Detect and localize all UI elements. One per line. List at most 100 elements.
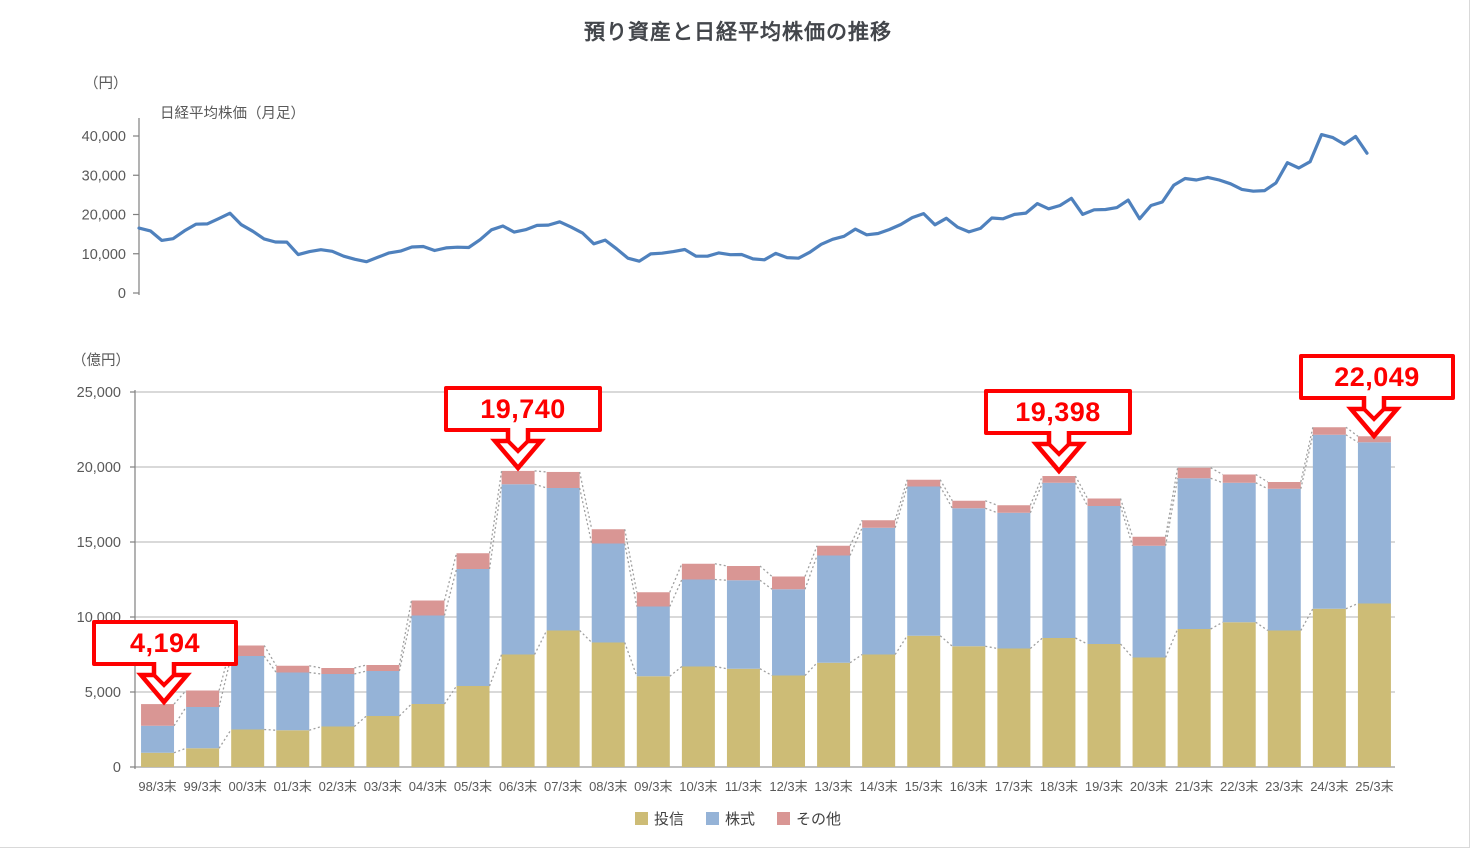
bar-kabushiki [1222,482,1256,623]
bar-kabushiki [546,488,580,631]
bar-kabushiki [952,508,986,647]
bar-kabushiki [1177,478,1211,629]
svg-text:15,000: 15,000 [77,535,121,551]
callout-1998-arrow-icon [136,662,192,706]
svg-text:21/3末: 21/3末 [1175,779,1213,794]
bar-sonota [726,566,760,581]
bar-toushin [321,726,355,767]
bar-toushin [1222,622,1256,767]
svg-text:19/3末: 19/3末 [1085,779,1123,794]
bar-sonota [186,690,220,707]
callout-2006-arrow-icon [490,428,546,472]
svg-text:10,000: 10,000 [82,247,126,263]
svg-text:25/3末: 25/3末 [1355,779,1393,794]
bar-sonota [546,471,580,488]
bar-kabushiki [1312,434,1346,609]
bar-kabushiki [1132,545,1166,658]
callout-2018-arrow-icon [1031,431,1087,475]
bar-sonota [1132,536,1166,546]
bar-kabushiki [456,569,490,686]
svg-text:10/3末: 10/3末 [679,779,717,794]
bar-toushin [501,654,535,767]
bar-kabushiki [726,580,760,669]
bar-kabushiki [681,579,715,667]
svg-text:20,000: 20,000 [82,208,126,224]
bar-sonota [772,576,806,590]
bar-toushin [1042,638,1076,767]
svg-text:25,000: 25,000 [77,385,121,401]
bar-sonota [1357,436,1391,443]
svg-text:99/3末: 99/3末 [183,779,221,794]
bar-kabushiki [231,656,265,730]
bar-kabushiki [366,671,400,716]
bar-kabushiki [321,674,355,727]
bar-kabushiki [411,615,445,704]
bar-sonota [1222,474,1256,483]
svg-text:13/3末: 13/3末 [814,779,852,794]
bar-toushin [952,646,986,767]
callout-1998-value: 4,194 [129,627,201,658]
callout-2018-value: 19,398 [1015,396,1101,427]
bar-toushin [817,662,851,767]
bar-toushin [276,730,310,767]
sonota-swatch-icon [777,812,790,825]
bar-toushin [1267,630,1301,767]
bar-kabushiki [1042,482,1076,638]
bar-sonota [276,665,310,673]
bar-kabushiki [772,589,806,676]
bar-toushin [1087,644,1121,767]
bar-sonota [231,645,265,656]
bar-sonota [952,500,986,509]
bar-sonota [141,704,175,726]
bar-sonota [1042,476,1076,483]
svg-text:20,000: 20,000 [77,460,121,476]
svg-text:11/3末: 11/3末 [725,779,762,794]
bar-kabushiki [817,555,851,663]
svg-text:16/3末: 16/3末 [950,779,988,794]
svg-text:07/3末: 07/3末 [544,779,582,794]
bar-sonota [907,479,941,487]
svg-text:17/3末: 17/3末 [995,779,1033,794]
legend-label-toushin: 投信 [653,811,684,828]
bar-toushin [681,666,715,767]
bar-sonota [1087,498,1121,506]
bar-toushin [907,635,941,767]
nikkei-series-label: 日経平均株価（月足） [160,106,305,122]
bar-kabushiki [591,543,625,643]
svg-text:00/3末: 00/3末 [229,779,267,794]
svg-text:08/3末: 08/3末 [589,779,627,794]
bar-toushin [456,686,490,767]
bar-sonota [456,553,490,569]
chart-object-right-border [1469,0,1470,848]
bar-kabushiki [907,486,941,636]
bar-toushin [1357,603,1391,767]
bar-toushin [862,654,896,767]
svg-text:23/3末: 23/3末 [1265,779,1303,794]
svg-text:0: 0 [118,286,126,302]
svg-text:02/3末: 02/3末 [319,779,357,794]
svg-text:22/3末: 22/3末 [1220,779,1258,794]
bar-sonota [1312,427,1346,435]
bar-sonota [862,520,896,528]
kabushiki-swatch-icon [705,812,719,825]
bar-kabushiki [997,512,1031,649]
bar-toushin [1177,629,1211,767]
bar-kabushiki [1267,488,1301,631]
bar-toushin [591,642,625,767]
bar-kabushiki [1357,442,1391,604]
svg-text:15/3末: 15/3末 [905,779,943,794]
callout-2025-value: 22,049 [1334,361,1420,392]
bar-sonota [411,600,445,616]
bar-sonota [366,665,400,671]
bar-sonota [1177,467,1211,479]
bar-sonota [321,668,355,674]
legend-item-toushin: 投信 [634,808,684,829]
assets-y-unit-label: （億円） [72,353,130,369]
callout-2025-arrow-icon [1346,396,1402,440]
bar-sonota [636,592,670,607]
svg-text:30,000: 30,000 [82,168,126,184]
toushin-swatch-icon [634,812,648,825]
svg-text:24/3末: 24/3末 [1310,779,1348,794]
